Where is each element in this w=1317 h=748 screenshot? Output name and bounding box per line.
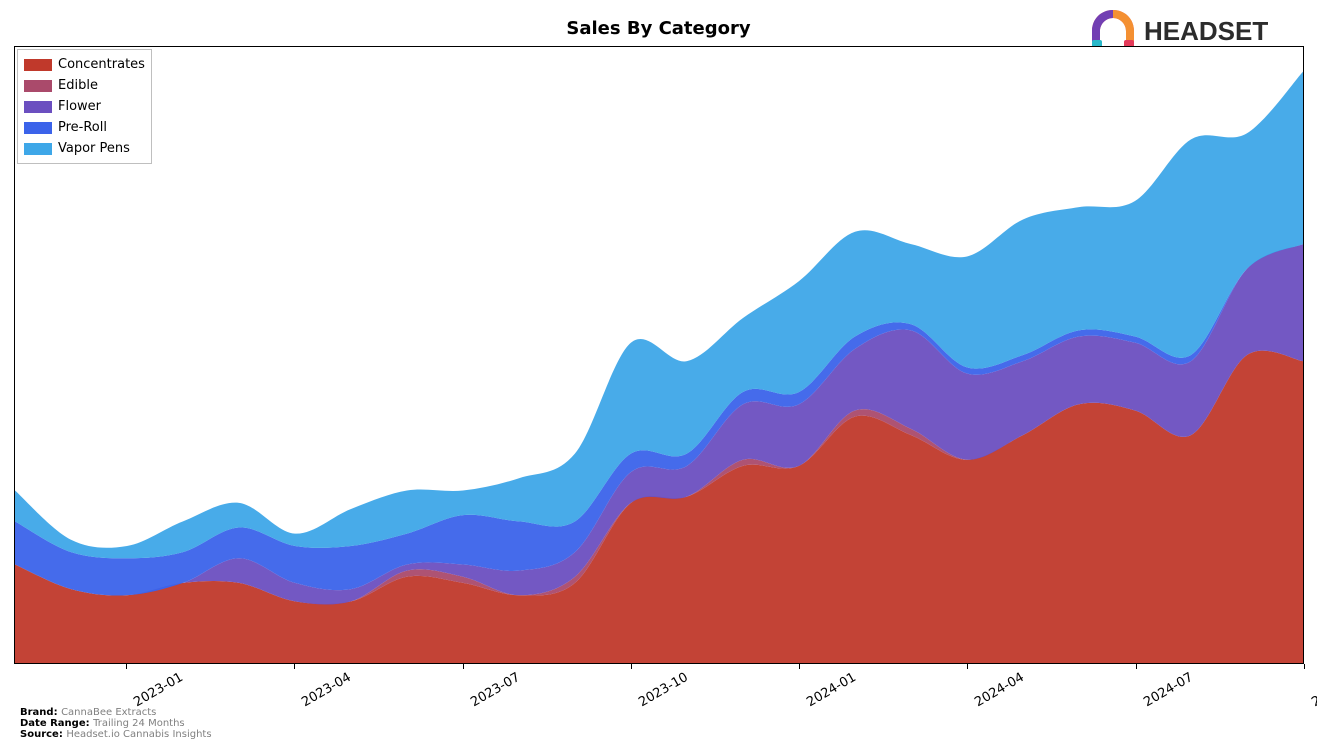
x-tick-mark (799, 664, 800, 669)
x-tick-label: 2023-10 (636, 670, 691, 710)
meta-line: Date Range: Trailing 24 Months (20, 718, 185, 729)
legend-item: Flower (24, 96, 145, 117)
legend-swatch (24, 80, 52, 92)
legend-item: Pre-Roll (24, 117, 145, 138)
meta-label: Brand: (20, 707, 61, 718)
x-tick-label: 2023-01 (131, 670, 186, 710)
legend-swatch (24, 143, 52, 155)
x-tick-label: 2024-01 (804, 670, 859, 710)
x-tick-mark (1136, 664, 1137, 669)
legend-swatch (24, 101, 52, 113)
x-tick-mark (463, 664, 464, 669)
legend: Concentrates Edible Flower Pre-Roll Vapor Pe… (17, 49, 152, 164)
x-tick-mark (967, 664, 968, 669)
legend-label: Flower (58, 99, 101, 114)
x-tick-mark (294, 664, 295, 669)
meta-label: Date Range: (20, 718, 93, 729)
legend-item: Vapor Pens (24, 138, 145, 159)
legend-label: Concentrates (58, 57, 145, 72)
legend-label: Edible (58, 78, 98, 93)
plot-area: Concentrates Edible Flower Pre-Roll Vapor Pe… (14, 46, 1304, 664)
x-tick-label: 2024-10 (1309, 670, 1317, 710)
area-chart-svg (15, 47, 1303, 663)
x-tick-mark (126, 664, 127, 669)
x-tick-label: 2024-07 (1141, 670, 1196, 710)
x-tick-mark (1304, 664, 1305, 669)
x-tick-label: 2023-04 (300, 670, 355, 710)
legend-item: Edible (24, 75, 145, 96)
headset-logo-text: HEADSET (1144, 16, 1268, 46)
meta-line: Brand: CannaBee Extracts (20, 707, 156, 718)
meta-line: Source: Headset.io Cannabis Insights (20, 729, 212, 740)
meta-value: Trailing 24 Months (93, 718, 185, 729)
x-tick-label: 2024-04 (973, 670, 1028, 710)
legend-label: Vapor Pens (58, 141, 130, 156)
legend-swatch (24, 59, 52, 71)
meta-value: Headset.io Cannabis Insights (66, 729, 211, 740)
meta-value: CannaBee Extracts (61, 707, 156, 718)
legend-item: Concentrates (24, 54, 145, 75)
meta-label: Source: (20, 729, 66, 740)
x-tick-label: 2023-07 (468, 670, 523, 710)
legend-label: Pre-Roll (58, 120, 107, 135)
legend-swatch (24, 122, 52, 134)
x-tick-mark (631, 664, 632, 669)
